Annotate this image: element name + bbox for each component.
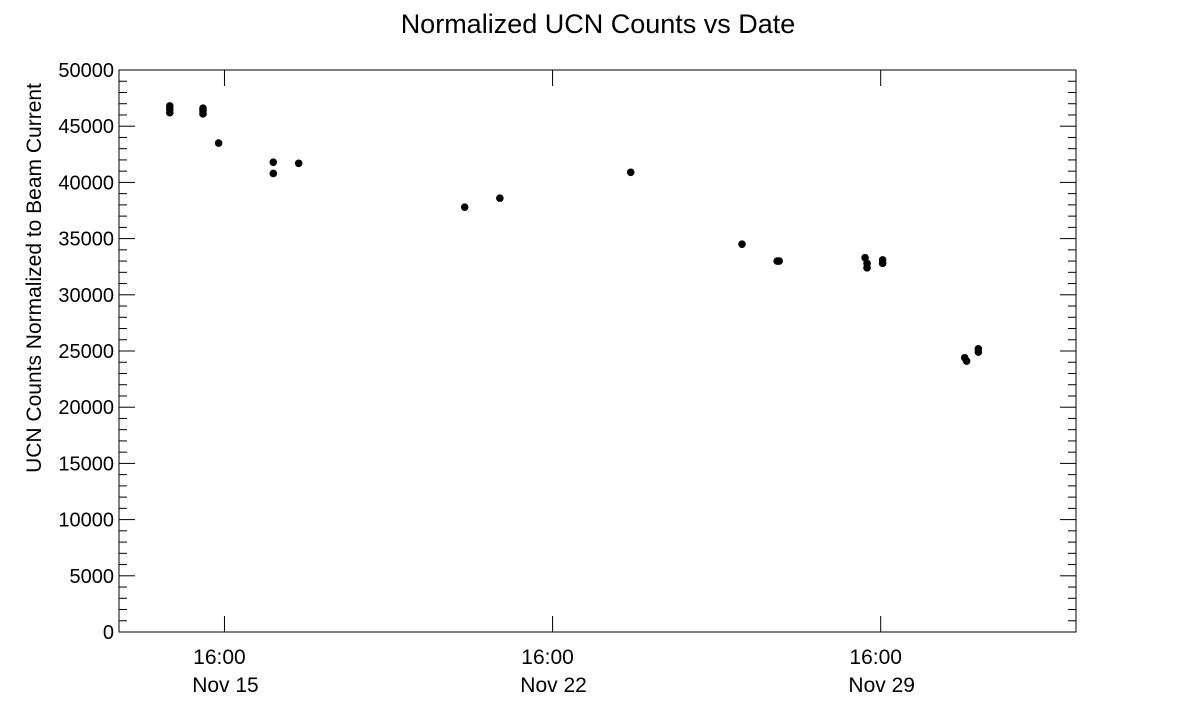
y-tick-label: 15000: [58, 453, 114, 475]
y-tick-label: 10000: [58, 510, 114, 532]
data-point: [626, 168, 635, 177]
y-tick-label: 30000: [58, 285, 114, 307]
data-point: [962, 357, 971, 365]
x-tick-time-label: 16:00: [193, 646, 246, 669]
y-tick-label: 20000: [58, 397, 114, 419]
y-tick-label: 35000: [58, 229, 114, 251]
y-tick-label: 0: [103, 622, 114, 644]
data-point: [863, 264, 871, 272]
y-tick-label: 50000: [58, 60, 114, 82]
data-point: [878, 259, 887, 268]
data-point: [269, 169, 278, 178]
data-point: [294, 159, 303, 168]
data-points: [165, 102, 983, 365]
x-tick-time-label: 16:00: [521, 646, 574, 669]
x-tick-date-label: Nov 29: [848, 674, 915, 697]
y-tick-label: 40000: [58, 172, 114, 194]
x-axis: 16:00 Nov 15 16:00 Nov 22 16:00 Nov 29: [192, 70, 915, 697]
data-point: [460, 203, 469, 211]
x-tick-time-label: 16:00: [849, 646, 902, 669]
data-point: [738, 240, 746, 249]
data-point: [165, 108, 174, 117]
chart-title: Normalized UCN Counts vs Date: [401, 9, 796, 39]
y-tick-label: 5000: [70, 566, 115, 588]
data-point: [775, 257, 783, 265]
plot-frame: [118, 69, 1077, 633]
data-point: [199, 110, 207, 118]
y-axis: 0 5000 10000 15000 20000 25000 30000 35000 40000…: [58, 60, 1076, 644]
data-point: [974, 348, 983, 356]
y-tick-label: 45000: [58, 116, 114, 138]
data-point: [269, 158, 278, 166]
x-tick-date-label: Nov 22: [520, 674, 587, 697]
y-axis-label: UCN Counts Normalized to Beam Current: [23, 83, 46, 473]
data-point: [214, 139, 223, 147]
data-point: [496, 194, 504, 202]
y-tick-label: 25000: [58, 341, 114, 363]
x-tick-date-label: Nov 15: [192, 674, 259, 697]
